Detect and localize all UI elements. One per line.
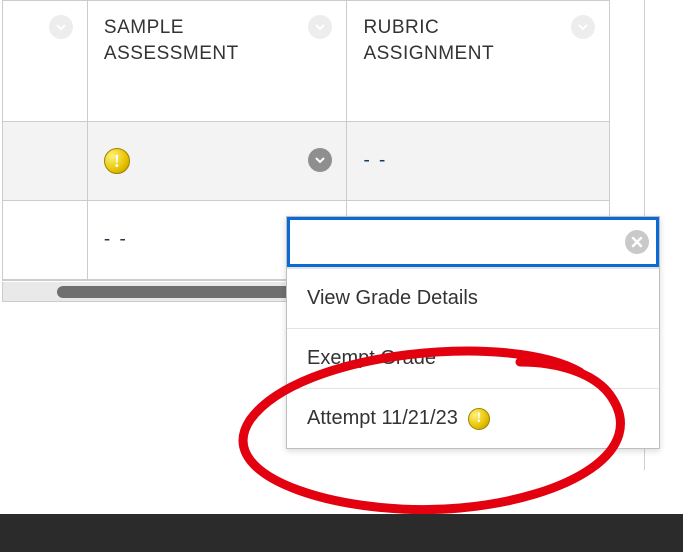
menu-item-label: Exempt Grade	[307, 347, 436, 370]
grade-cell[interactable]	[3, 201, 88, 279]
chevron-down-icon[interactable]	[308, 148, 332, 172]
grade-cell[interactable]: - -	[347, 122, 609, 200]
needs-grading-icon: !	[468, 408, 490, 430]
menu-item-view-grade-details[interactable]: View Grade Details	[287, 268, 659, 328]
menu-item-exempt-grade[interactable]: Exempt Grade	[287, 328, 659, 388]
close-icon[interactable]	[625, 230, 649, 254]
chevron-down-icon[interactable]	[571, 15, 595, 39]
grade-override-input[interactable]	[287, 217, 659, 267]
chevron-down-icon[interactable]	[308, 15, 332, 39]
empty-grade-value: - -	[104, 229, 128, 251]
table-row: ! - -	[3, 122, 609, 201]
needs-grading-icon: !	[104, 148, 130, 174]
menu-item-label: Attempt 11/21/23	[307, 407, 458, 430]
menu-item-label: View Grade Details	[307, 287, 478, 310]
empty-grade-value: - -	[363, 150, 387, 172]
grade-cell[interactable]: !	[88, 122, 348, 200]
grade-input-row	[287, 217, 659, 268]
footer-bar	[0, 514, 683, 552]
column-header-sample-assessment[interactable]: SAMPLE ASSESSMENT	[88, 1, 348, 121]
grade-context-menu: View Grade Details Exempt Grade Attempt …	[286, 216, 660, 449]
table-header-row: SAMPLE ASSESSMENT RUBRIC ASSIGNMENT	[3, 1, 609, 122]
column-header-label: RUBRIC ASSIGNMENT	[363, 15, 543, 66]
menu-item-attempt[interactable]: Attempt 11/21/23 !	[287, 388, 659, 448]
chevron-down-icon[interactable]	[49, 15, 73, 39]
column-header-blank[interactable]	[3, 1, 88, 121]
grade-cell[interactable]	[3, 122, 88, 200]
column-header-rubric-assignment[interactable]: RUBRIC ASSIGNMENT	[347, 1, 609, 121]
column-header-label: SAMPLE ASSESSMENT	[104, 15, 284, 66]
